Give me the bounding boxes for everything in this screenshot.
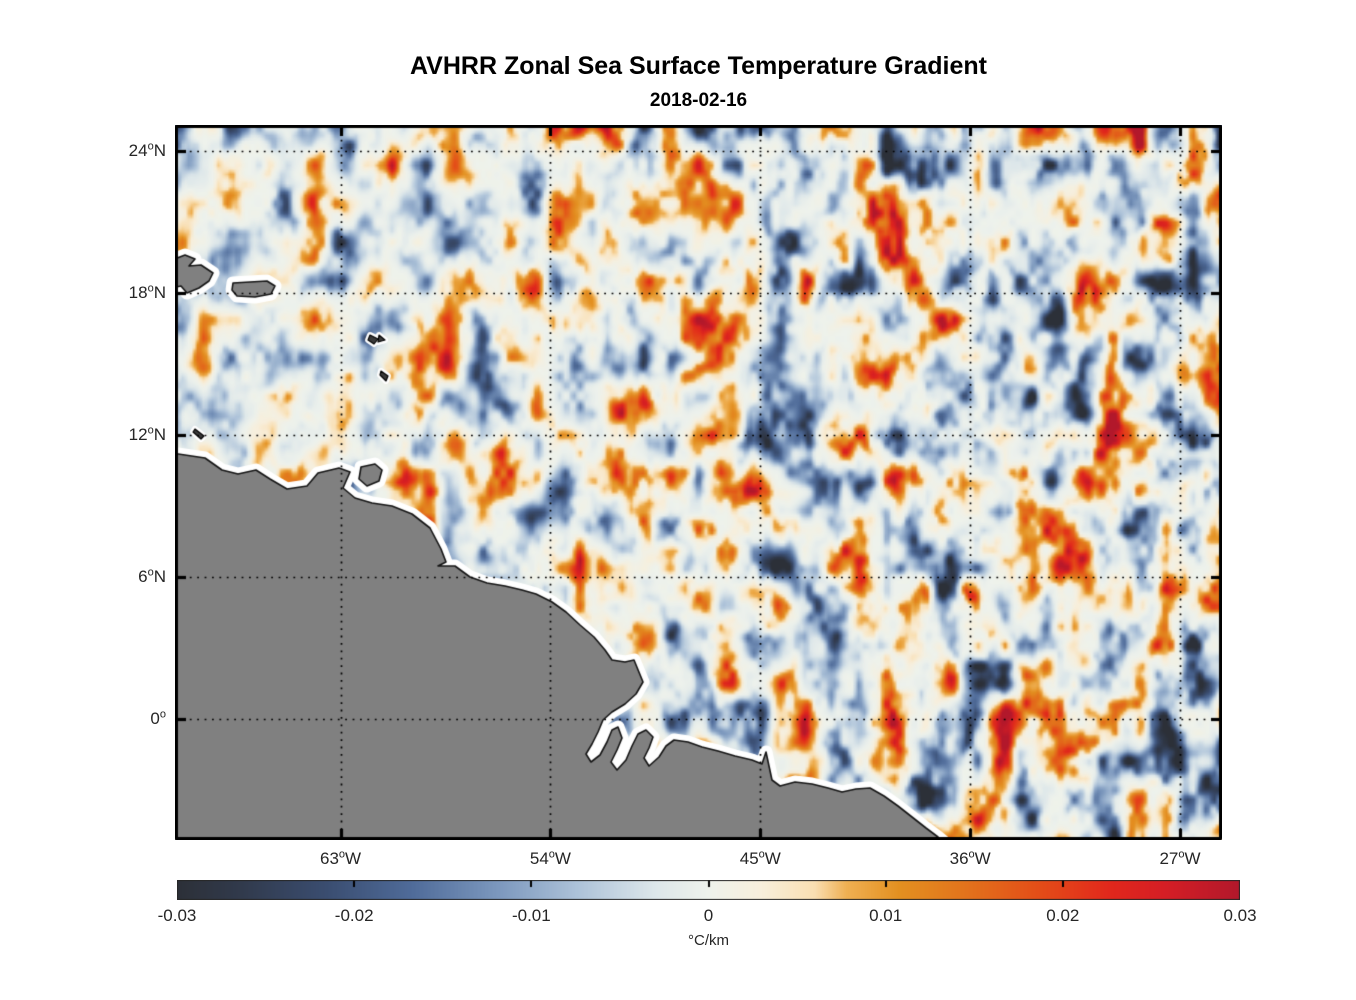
colorbar-tick-label: -0.02 xyxy=(334,906,374,925)
lon-tick-label: 36oW xyxy=(949,848,991,868)
colorbar-gradient xyxy=(177,880,1240,900)
lon-tick-label: 54oW xyxy=(529,848,571,868)
colorbar: -0.03 -0.02 -0.01 0 0.01 0.02 0.03 °C/km xyxy=(158,880,1257,950)
lat-tick-label: 6oN xyxy=(138,566,166,587)
lat-tick-label: 18oN xyxy=(128,282,166,303)
chart-title: AVHRR Zonal Sea Surface Temperature Grad… xyxy=(409,52,987,80)
lon-tick-label: 45oW xyxy=(739,848,781,868)
chart-subtitle: 2018-02-16 xyxy=(649,90,748,111)
colorbar-tick-label: -0.03 xyxy=(157,906,197,925)
lat-tick-label: 12oN xyxy=(128,424,166,445)
lon-tick-label: 27oW xyxy=(1159,848,1201,868)
sst-gradient-heatmap xyxy=(175,125,1222,840)
lat-tick-label: 24oN xyxy=(128,140,166,161)
colorbar-tick-label: -0.01 xyxy=(511,906,551,925)
map-plot-area: 24oN 18oN 12oN 6oN 0o 63oW 54oW 45oW 36oW 27oW xyxy=(129,125,1222,868)
colorbar-tick-label: 0.02 xyxy=(1046,906,1080,925)
colorbar-tick-label: 0.03 xyxy=(1223,906,1257,925)
colorbar-tick-label: 0 xyxy=(703,906,714,925)
colorbar-tick-label: 0.01 xyxy=(869,906,903,925)
lat-tick-label: 0o xyxy=(150,708,166,729)
colorbar-unit-label: °C/km xyxy=(688,932,729,949)
lon-tick-label: 63oW xyxy=(320,848,362,868)
